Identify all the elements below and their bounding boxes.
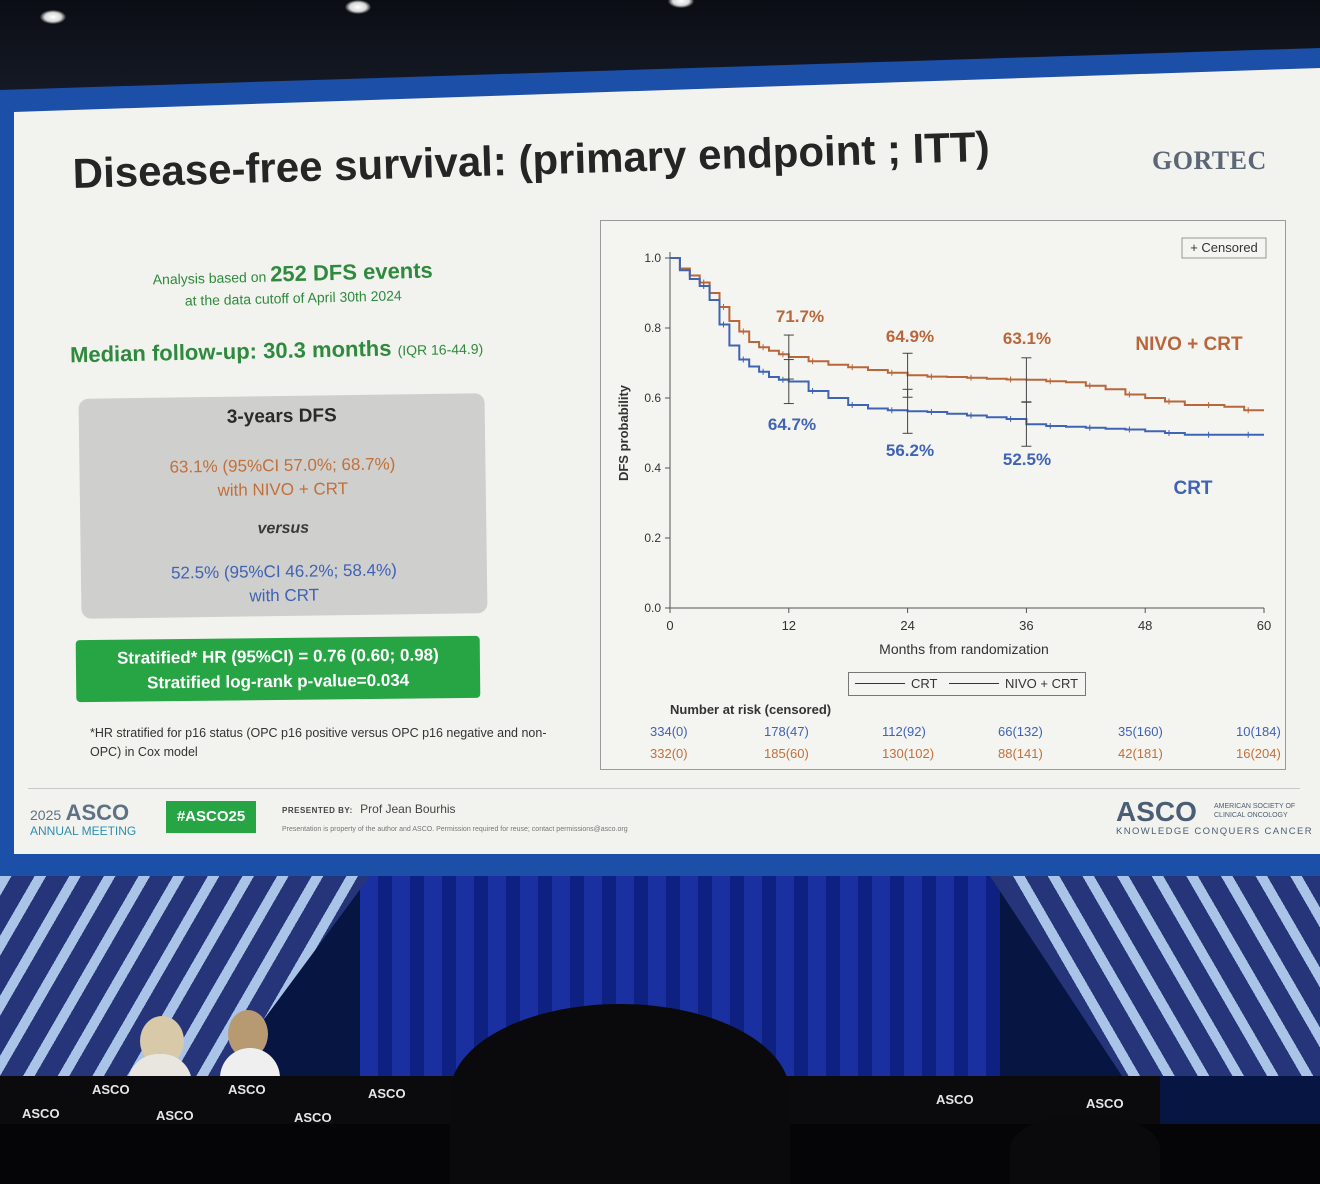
legend-nivo: NIVO + CRT xyxy=(1005,676,1079,691)
chart-frame xyxy=(600,220,1286,770)
risk-value-crt: 178(47) xyxy=(764,724,809,739)
ceiling-light xyxy=(668,0,694,8)
desk-asco-label: ASCO xyxy=(92,1082,130,1097)
risk-value-crt: 10(184) xyxy=(1236,724,1281,739)
risk-value-crt: 66(132) xyxy=(998,724,1043,739)
median-main: Median follow-up: 30.3 months xyxy=(69,335,392,368)
censored-legend-box xyxy=(1181,237,1267,259)
data-label: 64.9% xyxy=(886,327,934,346)
asco-meeting-logo: 2025 ASCO ANNUAL MEETING xyxy=(30,800,136,838)
risk-value-nivo_crt: 332(0) xyxy=(650,746,688,761)
meeting-asco: ASCO xyxy=(65,800,130,825)
desk-asco-label: ASCO xyxy=(22,1106,60,1121)
risk-value-nivo_crt: 16(204) xyxy=(1236,746,1281,761)
number-at-risk-title: Number at risk (censored) xyxy=(670,702,832,717)
data-label: 52.5% xyxy=(1003,450,1051,469)
desk-asco-label: ASCO xyxy=(368,1086,406,1101)
hashtag-badge: #ASCO25 xyxy=(166,801,256,833)
stage-stripes-left xyxy=(0,876,370,1076)
analysis-events: 252 DFS events xyxy=(269,257,434,287)
audience-head xyxy=(450,1004,790,1184)
x-tick-label: 0 xyxy=(666,618,673,633)
analysis-text: Analysis based on 252 DFS events at the … xyxy=(117,257,468,314)
km-chart: 0.0 0.2 0.4 0.6 0.8 1.0 0 12 24 36 48 60 Months from… xyxy=(616,237,1271,657)
desk-asco-label: ASCO xyxy=(936,1092,974,1107)
footer-divider xyxy=(28,788,1300,789)
dfs-nivo-arm: with NIVO + CRT xyxy=(217,479,349,500)
risk-value-nivo_crt: 88(141) xyxy=(998,746,1043,761)
series-label: CRT xyxy=(1173,478,1212,499)
data-label: 71.7% xyxy=(776,307,824,326)
risk-value-nivo_crt: 185(60) xyxy=(764,746,809,761)
risk-value-crt: 112(92) xyxy=(882,724,926,739)
desk-asco-label: ASCO xyxy=(156,1108,194,1123)
disclaimer: Presentation is property of the author a… xyxy=(282,826,628,833)
y-tick-label: 0.6 xyxy=(644,391,661,405)
ceiling-light xyxy=(345,0,371,14)
dfs-summary-box: 3-years DFS 63.1% (95%CI 57.0%; 68.7%) w… xyxy=(78,393,488,619)
legend-crt: CRT xyxy=(911,676,938,691)
x-tick-label: 48 xyxy=(1138,618,1152,633)
stage: ASCOASCOASCOASCOASCOASCOASCOASCOASCO xyxy=(0,876,1320,1184)
stage-stripes-right xyxy=(990,876,1320,1076)
dfs-crt-arm: with CRT xyxy=(249,585,320,606)
gortec-logo: GORTEC xyxy=(1152,146,1267,175)
dfs-nivo: 63.1% (95%CI 57.0%; 68.7%) with NIVO + C… xyxy=(79,451,486,505)
meeting-year: 2025 xyxy=(30,807,62,823)
series-line-crt xyxy=(670,257,1264,436)
data-label: 64.7% xyxy=(768,415,816,434)
hazard-ratio-box: Stratified* HR (95%CI) = 0.76 (0.60; 0.9… xyxy=(75,635,481,703)
audience xyxy=(0,1004,1320,1184)
y-tick-label: 0.2 xyxy=(644,531,661,545)
y-tick-label: 1.0 xyxy=(644,251,661,265)
audience-head xyxy=(1010,1114,1160,1184)
presented-by-label: PRESENTED BY: xyxy=(282,806,353,815)
chart-legend: CRT NIVO + CRT xyxy=(848,672,1086,696)
footnote: *HR stratified for p16 status (OPC p16 p… xyxy=(90,726,547,759)
y-tick-label: 0.4 xyxy=(644,461,661,475)
data-label: 63.1% xyxy=(1003,329,1051,348)
asco-society: AMERICAN SOCIETY OF CLINICAL ONCOLOGY xyxy=(1214,803,1296,819)
x-tick-label: 60 xyxy=(1257,618,1271,633)
series-label: NIVO + CRT xyxy=(1135,334,1243,355)
desk-asco-label: ASCO xyxy=(294,1110,332,1125)
dfs-heading: 3-years DFS xyxy=(226,405,337,428)
hazard-ratio: Stratified* HR (95%CI) = 0.76 (0.60; 0.9… xyxy=(116,645,439,668)
asco-wordmark: ASCO xyxy=(1116,796,1197,827)
risk-value-nivo_crt: 42(181) xyxy=(1118,746,1163,761)
x-tick-label: 36 xyxy=(1019,618,1033,633)
y-tick-label: 0.0 xyxy=(644,601,661,615)
risk-value-crt: 334(0) xyxy=(650,724,688,739)
y-axis-title: DFS probability xyxy=(616,384,631,481)
desk-asco-label: ASCO xyxy=(228,1082,266,1097)
x-tick-label: 24 xyxy=(900,618,914,633)
presenter-name: Prof Jean Bourhis xyxy=(360,802,456,816)
annual-meeting: ANNUAL MEETING xyxy=(30,824,137,838)
data-label: 56.2% xyxy=(886,441,934,460)
presented-by: PRESENTED BY: Prof Jean Bourhis xyxy=(282,802,456,816)
log-rank-p: Stratified log-rank p-value=0.034 xyxy=(146,670,410,693)
desk-asco-label: ASCO xyxy=(1086,1096,1124,1111)
censored-legend: + Censored xyxy=(1190,240,1258,255)
ceiling-light xyxy=(40,10,66,24)
risk-value-crt: 35(160) xyxy=(1118,724,1163,739)
y-tick-label: 0.8 xyxy=(644,321,661,335)
x-axis-title: Months from randomization xyxy=(879,641,1049,657)
analysis-prefix: Analysis based on xyxy=(152,268,267,288)
asco-logo: ASCO AMERICAN SOCIETY OF CLINICAL ONCOLO… xyxy=(1116,796,1313,837)
risk-value-nivo_crt: 130(102) xyxy=(882,746,935,761)
x-tick-label: 12 xyxy=(782,618,796,633)
dfs-versus: versus xyxy=(257,519,310,538)
asco-tagline: KNOWLEDGE CONQUERS CANCER xyxy=(1116,826,1314,837)
analysis-cutoff: at the data cutoff of April 30th 2024 xyxy=(184,287,402,309)
median-iqr: (IQR 16-44.9) xyxy=(397,340,484,359)
dfs-crt: 52.5% (95%CI 46.2%; 58.4%) with CRT xyxy=(81,557,488,611)
